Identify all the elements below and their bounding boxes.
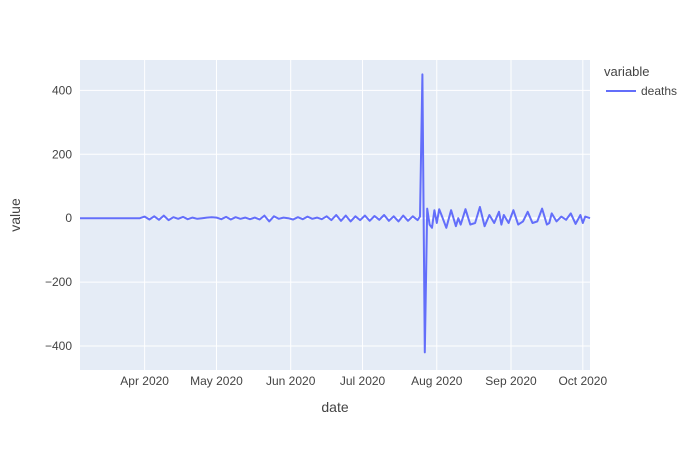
- y-axis-title: value: [7, 198, 23, 232]
- x-tick-label: Apr 2020: [120, 374, 169, 388]
- y-tick-label: −400: [45, 339, 72, 353]
- x-tick-label: Jun 2020: [266, 374, 316, 388]
- x-axis-title: date: [321, 399, 348, 415]
- series-layer: [80, 73, 591, 354]
- y-tick-label: 0: [65, 211, 72, 225]
- x-tick-label: Jul 2020: [340, 374, 386, 388]
- y-tick-label: 200: [52, 147, 72, 161]
- y-tick-labels: 400 200 0 −200 −400: [45, 83, 72, 353]
- legend-entry-deaths: deaths: [641, 84, 677, 98]
- legend[interactable]: variable deaths: [604, 64, 677, 98]
- series-line-deaths: [80, 73, 591, 354]
- x-tick-label: May 2020: [190, 374, 243, 388]
- x-tick-label: Sep 2020: [485, 374, 537, 388]
- legend-title: variable: [604, 64, 650, 79]
- y-tick-label: −200: [45, 275, 72, 289]
- x-tick-labels: Apr 2020 May 2020 Jun 2020 Jul 2020 Aug 2020…: [120, 374, 607, 388]
- y-tick-label: 400: [52, 83, 72, 97]
- x-tick-label: Oct 2020: [558, 374, 607, 388]
- x-tick-label: Aug 2020: [411, 374, 463, 388]
